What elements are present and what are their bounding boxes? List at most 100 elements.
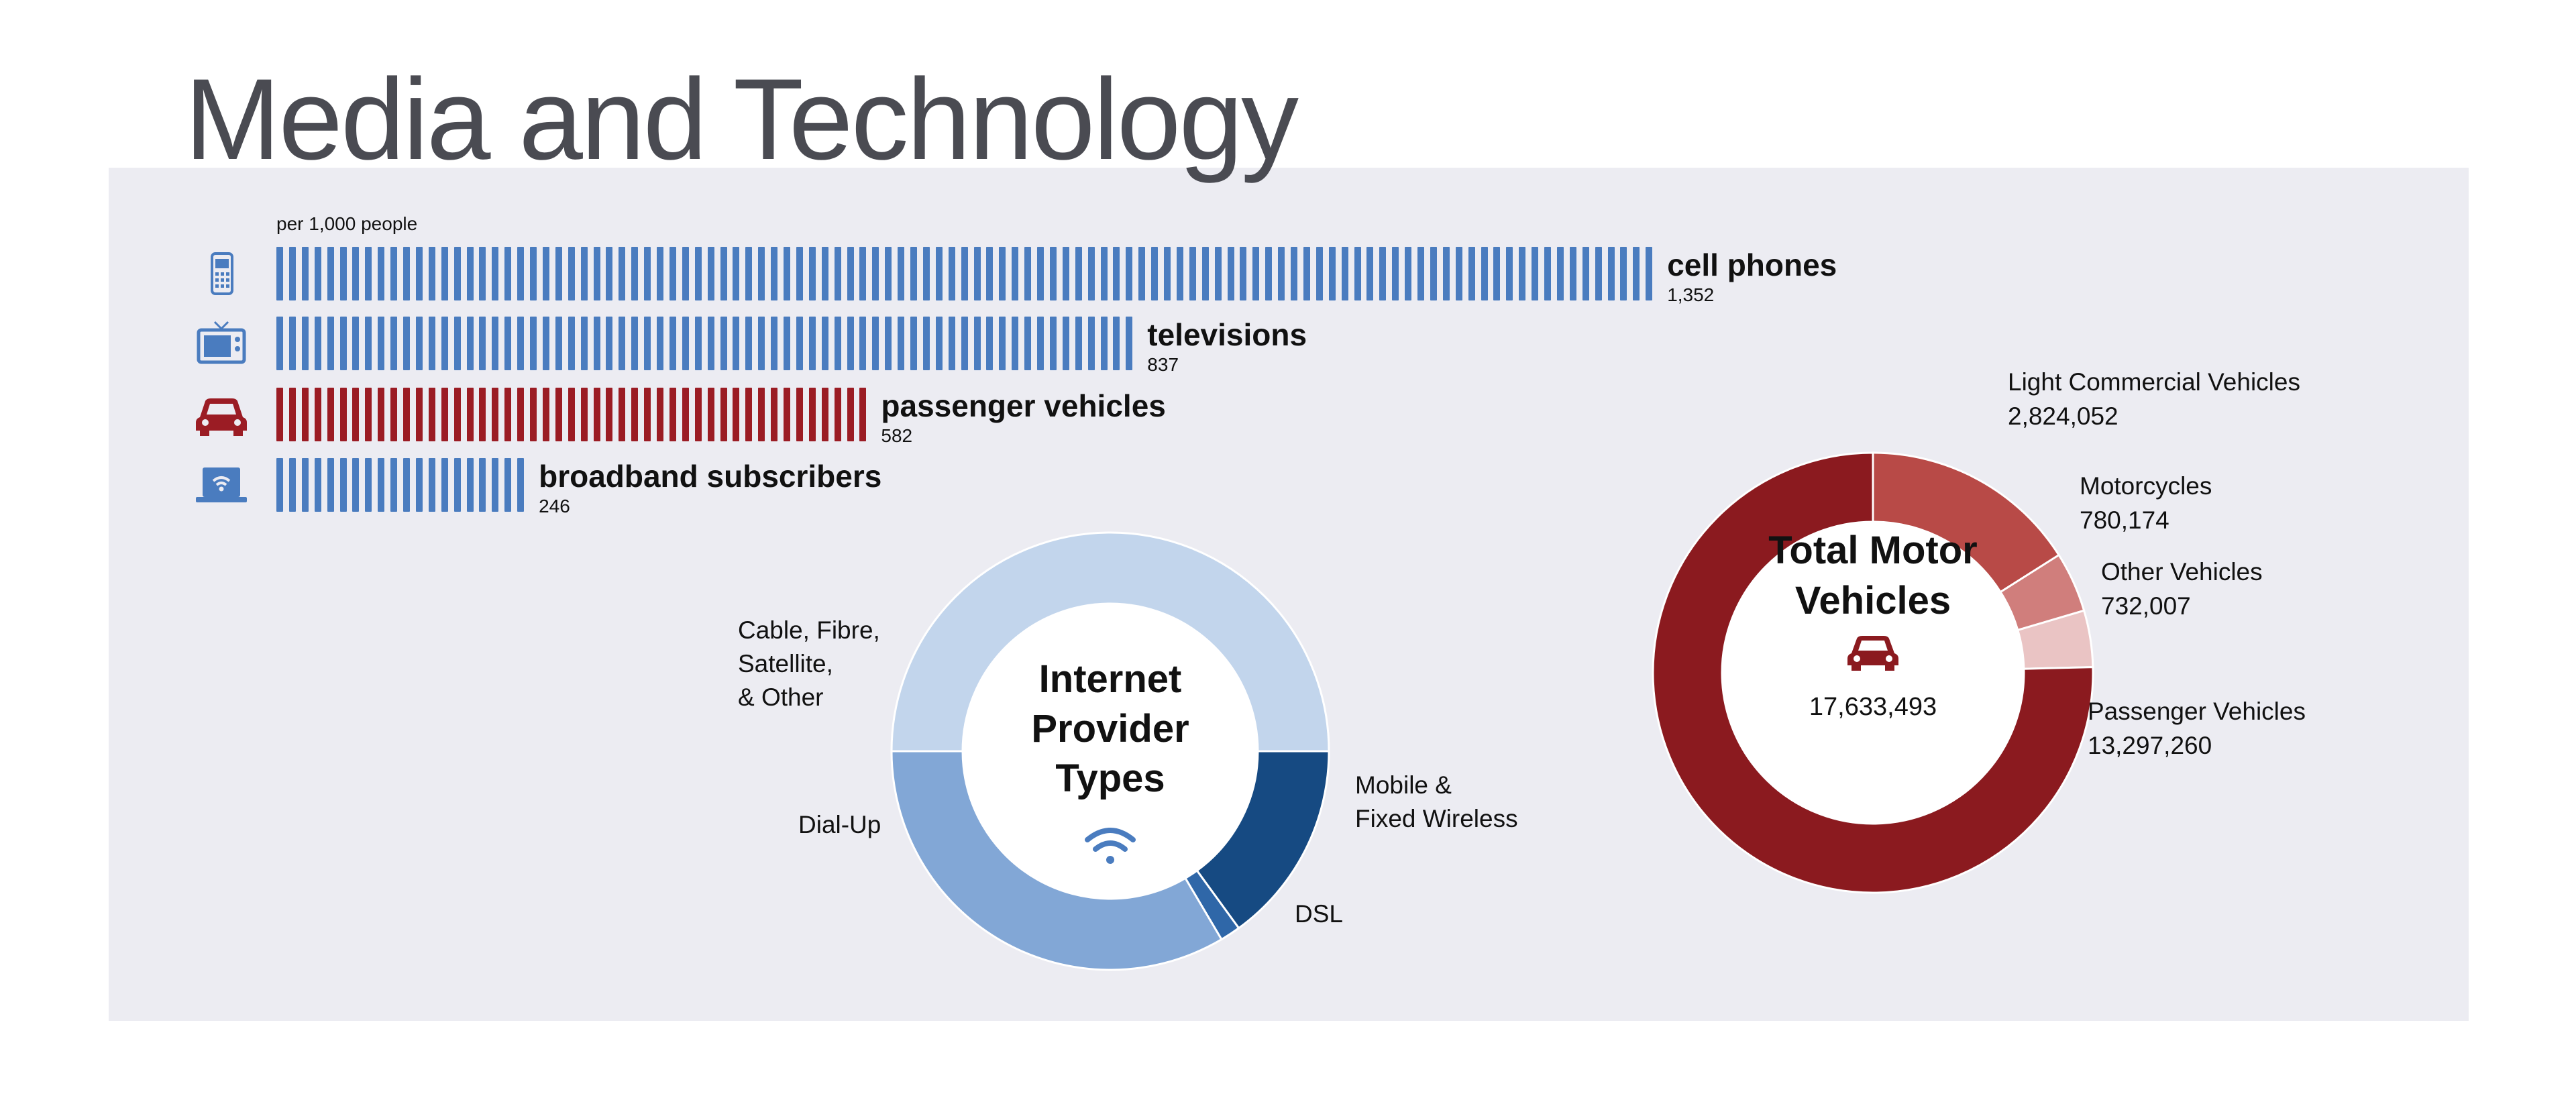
tick-mark [1646,247,1653,300]
label-dial-up: Dial-Up [798,811,881,838]
tick-mark [415,458,423,512]
value-other-vehicles: 732,007 [2101,592,2191,620]
tick-mark [922,317,930,370]
tick-mark [288,317,296,370]
vehicles-hole [1723,522,2023,823]
tick-mark [694,388,702,441]
tick-mark [771,247,778,300]
tick-mark [492,247,499,300]
value-light-commercial: 2,824,052 [2008,402,2118,430]
tick-mark [1252,247,1260,300]
tick-mark [834,317,841,370]
tick-mark [466,317,474,370]
tick-mark [327,247,334,300]
tick-mark [910,317,917,370]
tick-mark [808,388,816,441]
tick-mark [1012,317,1019,370]
car-icon [1847,636,1898,671]
tick-mark [1012,247,1019,300]
tick-mark [872,317,879,370]
bar-value-passenger-vehicles: 582 [881,425,913,446]
tick-mark [821,247,828,300]
tick-mark [453,388,461,441]
label-mobile-fixed-wireless-1: Mobile & [1355,771,1452,799]
label-light-commercial: Light Commercial Vehicles [2008,368,2300,396]
cell-phone-icon [211,252,233,295]
tick-mark [276,388,283,441]
tick-mark [504,247,512,300]
tick-mark [390,317,398,370]
tick-mark [453,247,461,300]
tick-mark [530,247,537,300]
tick-mark [1126,247,1133,300]
internet-hole [963,604,1257,898]
tick-mark [479,388,486,441]
tick-mark [378,458,385,512]
tick-mark [1278,247,1285,300]
tick-mark [898,247,905,300]
tick-mark [276,458,283,512]
tick-mark [542,317,549,370]
tick-mark [898,317,905,370]
tick-mark [784,388,790,441]
tick-mark [796,247,803,300]
tick-mark [428,317,435,370]
tick-mark [314,458,321,512]
tick-mark [784,247,790,300]
internet-slice-2 [890,750,1224,971]
tick-mark [1582,247,1589,300]
tick-mark [1633,247,1640,300]
tick-mark [403,388,410,441]
tick-mark [492,388,499,441]
tick-mark [885,317,892,370]
tick-mark [606,247,613,300]
tick-mark [479,317,486,370]
tick-mark [1303,247,1310,300]
tick-mark [669,247,676,300]
tick-mark [288,458,296,512]
tick-mark [1442,247,1450,300]
tick-mark [1227,247,1234,300]
tick-mark [390,388,398,441]
page-title: Media and Technology [184,55,1299,184]
tick-mark [1569,247,1576,300]
tick-mark [517,458,525,512]
tick-mark [1138,247,1146,300]
tick-mark [1392,247,1399,300]
tick-mark [415,247,423,300]
tick-mark [1291,247,1297,300]
tick-mark [580,247,588,300]
tick-mark [301,388,309,441]
tick-mark [986,247,994,300]
tick-mark [1265,247,1273,300]
tick-mark [301,317,309,370]
tick-mark [745,388,753,441]
bar-label-televisions: televisions [1147,317,1307,352]
tick-mark [327,317,334,370]
tick-mark [657,247,663,300]
vehicles-donut-title-line-2: Vehicles [1795,579,1951,622]
tick-mark [859,247,867,300]
tick-mark [580,388,588,441]
tick-mark [1214,247,1222,300]
tick-mark [619,388,626,441]
tick-mark [834,247,841,300]
tick-mark [720,317,727,370]
tick-mark [796,388,803,441]
tick-mark [973,247,981,300]
tick-mark [352,247,360,300]
tick-mark [1087,247,1095,300]
tick-mark [352,388,360,441]
tick-mark [1037,317,1044,370]
tick-mark [961,317,968,370]
tick-mark [682,388,689,441]
tick-mark [365,458,372,512]
tick-mark [403,458,410,512]
vehicles-donut-center: Total Motor Vehicles 17,633,493 [1768,529,1977,721]
tick-mark [720,247,727,300]
tick-mark [504,388,512,441]
tick-mark [441,317,448,370]
tick-mark [631,317,639,370]
tick-mark [403,317,410,370]
